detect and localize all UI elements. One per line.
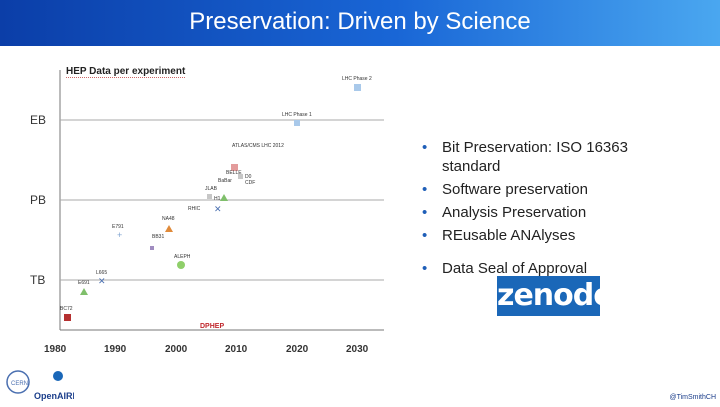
footer-credit: @TimSmithCH [669, 394, 716, 401]
marker-e691 [80, 288, 88, 295]
cern-logo-icon [6, 370, 30, 394]
bullet-dot-icon: • [422, 139, 428, 156]
label-lhc-phase1: LHC Phase 1 [282, 112, 312, 118]
bullet-item: • Software preservation [420, 180, 660, 199]
x-tick-2020: 2020 [286, 344, 309, 355]
marker-atlas-cms [231, 164, 238, 171]
label-l665: L665 [96, 270, 107, 276]
label-na48: NA48 [162, 216, 175, 222]
hep-data-chart: EB PB TB 1980 1990 2000 2010 2020 2030 ✕… [24, 62, 396, 360]
x-tick-2000: 2000 [165, 344, 188, 355]
bullet-text: Data Seal of Approval [442, 260, 588, 277]
label-lhc-phase2: LHC Phase 2 [342, 76, 372, 82]
openaire-logo-svg: CERN OpenAIRE [6, 370, 79, 401]
openaire-logo: CERN OpenAIRE [4, 368, 79, 402]
marker-lhc-phase2 [354, 84, 361, 91]
label-h1: H1 [214, 196, 221, 202]
y-tick-eb: EB [30, 113, 46, 127]
x-tick-2030: 2030 [346, 344, 369, 355]
bullet-text: REusable ANAlyses [442, 227, 576, 244]
label-aleph: ALEPH [174, 254, 191, 260]
bullet-dot-icon: • [422, 227, 428, 244]
bullet-dot-icon: • [422, 181, 428, 198]
bullet-dot-icon: • [422, 204, 428, 221]
bullet-item: • Bit Preservation: ISO 16363 standard [420, 138, 660, 176]
title-bar [0, 0, 720, 46]
marker-lhc-phase1 [294, 120, 300, 126]
x-tick-2010: 2010 [225, 344, 248, 355]
bullet-item: • REusable ANAlyses [420, 226, 660, 245]
zenodo-logo-text: zenodo [497, 278, 614, 313]
label-e791: E791 [112, 224, 124, 230]
marker-bb31 [150, 246, 154, 250]
marker-bc72 [64, 314, 71, 321]
bullet-text: Analysis Preservation [442, 204, 587, 221]
chart-svg: EB PB TB 1980 1990 2000 2010 2020 2030 ✕… [30, 70, 384, 355]
label-cdf: CDF [245, 180, 255, 186]
marker-h1 [207, 194, 212, 199]
marker-jlab [220, 194, 228, 201]
bullet-list: • Bit Preservation: ISO 16363 standard •… [420, 138, 660, 282]
zenodo-logo: zenodo [497, 276, 614, 316]
dphep-watermark: DPHEP [200, 323, 224, 330]
marker-rhic: ✕ [214, 204, 222, 214]
label-babar: BaBar [218, 178, 232, 184]
marker-aleph [177, 261, 185, 269]
marker-e791: + [117, 230, 122, 240]
bullet-text: Bit Preservation: ISO 16363 standard [442, 139, 628, 175]
chart-title: HEP Data per experiment [66, 66, 186, 78]
label-atlas-cms: ATLAS/CMS LHC 2012 [232, 143, 284, 149]
bullet-text: Software preservation [442, 181, 588, 198]
marker-l665: ✕ [98, 276, 106, 286]
x-tick-1980: 1980 [44, 344, 67, 355]
label-bc72: BC72 [60, 306, 73, 312]
label-d0: D0 [245, 174, 252, 180]
cern-logo-text: CERN [11, 381, 28, 387]
slide-title: Preservation: Driven by Science [189, 8, 531, 35]
y-tick-pb: PB [30, 193, 46, 207]
marker-na48 [165, 225, 173, 232]
label-bb31: BB31 [152, 234, 164, 240]
marker-cdf [238, 174, 243, 179]
x-tick-1990: 1990 [104, 344, 127, 355]
label-jlab: JLAB [205, 186, 218, 192]
label-rhic: RHIC [188, 206, 201, 212]
openaire-logo-text: OpenAIRE [34, 391, 74, 401]
bullet-item: • Analysis Preservation [420, 203, 660, 222]
openaire-dot-icon [53, 371, 63, 381]
bullet-dot-icon: • [422, 260, 428, 277]
bullet-item: • Data Seal of Approval [420, 259, 660, 278]
y-tick-tb: TB [30, 273, 45, 287]
label-e691: E691 [78, 280, 90, 286]
label-belle: BELLE [226, 170, 242, 176]
